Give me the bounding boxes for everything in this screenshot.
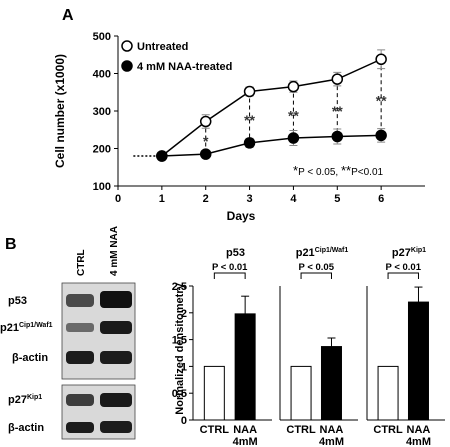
line-point: [287, 80, 300, 93]
line-x-tick-label: 6: [378, 193, 384, 205]
legend-naa-treated: 4 mM NAA-treated: [137, 61, 232, 73]
panel-b-label: B: [5, 236, 17, 253]
line-point: [375, 129, 387, 142]
significance-mark: **: [332, 103, 343, 119]
band-actin2-ctrl: [66, 422, 94, 433]
band-p21-naa: [100, 321, 132, 334]
bar-category-label-2: 4mM: [233, 436, 258, 447]
pvalue-bracket: [387, 272, 419, 279]
panel-a-label: A: [62, 7, 74, 24]
band-actin1-ctrl: [66, 351, 94, 364]
footnote-star-2: **: [341, 163, 351, 178]
bar: [320, 346, 342, 421]
line-y-tick-label: 400: [93, 69, 111, 81]
blot-row-label-p53: p53: [8, 295, 27, 307]
line-legend: Untreated 4 mM NAA-treated: [121, 40, 232, 73]
western-blot: CTRL 4 mM NAA p53 p21Cip1/Waf1 β-actin p…: [0, 226, 136, 440]
line-y-tick-label: 100: [93, 181, 111, 193]
bar-y-axis-label: Normalized densitometry: [174, 282, 186, 414]
line-point: [156, 150, 168, 162]
bar-category-label: CTRL: [200, 424, 230, 436]
line-point: [243, 85, 256, 98]
line-y-tick-label: 500: [93, 31, 111, 43]
bar-charts: Normalized densitometry 0 0.5 1 1.5 2 2.5 p53 P…: [172, 247, 445, 447]
line-series-1: [161, 58, 382, 157]
line-y-tick-label: 200: [93, 144, 111, 156]
line-point: [331, 73, 344, 85]
blot-row-label-p21: p21Cip1/Waf1: [0, 322, 53, 334]
lane-label-naa: 4 mM NAA: [109, 226, 120, 276]
significance-mark: **: [244, 112, 255, 128]
line-x-tick-label: 0: [115, 193, 121, 205]
band-p27-naa: [100, 393, 132, 407]
line-point: [375, 53, 387, 65]
line-point: [287, 132, 300, 144]
line-series-2: [161, 134, 382, 157]
bar-chart-title: p21Cip1/Waf1: [296, 247, 349, 259]
legend-open-circle-icon: [121, 40, 133, 52]
bar-chart-title: p53: [226, 247, 245, 259]
bar: [407, 301, 429, 421]
bar-category-label: CTRL: [286, 424, 316, 436]
bar-category-label: NAA: [320, 424, 344, 436]
line-x-axis-label: Days: [227, 209, 256, 223]
line-x-tick-label: 2: [203, 193, 209, 205]
footnote-text-1: P < 0.05,: [298, 167, 341, 178]
bar-category-label: NAA: [233, 424, 257, 436]
significance-mark: **: [376, 92, 387, 108]
bar-y-tick-label: 2: [181, 308, 187, 320]
bar-category-label-2: 4mM: [319, 436, 344, 447]
line-x-tick-label: 3: [247, 193, 253, 205]
band-actin2-naa: [100, 421, 132, 433]
bar-chart-title: p27Kip1: [392, 247, 426, 259]
pvalue-label: P < 0.01: [386, 262, 422, 273]
band-p21-ctrl: [66, 323, 94, 332]
pvalue-label: P < 0.05: [299, 262, 335, 273]
blot-row-label-actin-2: β-actin: [8, 422, 44, 434]
band-p27-ctrl: [66, 394, 94, 406]
line-footnote: *P < 0.05, **P<0.01: [293, 163, 384, 178]
blot-row-label-p27: p27Kip1: [8, 394, 42, 406]
bar: [234, 313, 256, 421]
bar-category-label: CTRL: [373, 424, 403, 436]
bar-y-tick-label: 2.5: [172, 281, 187, 293]
significance-mark: *: [203, 133, 209, 149]
line-point: [199, 148, 212, 160]
bar-y-tick-label: 0: [181, 415, 187, 427]
bar: [290, 365, 312, 421]
line-x-tick-label: 1: [159, 193, 165, 205]
bar-y-tick-label: 1: [181, 361, 187, 373]
line-x-tick-label: 4: [290, 193, 297, 205]
footnote-text-2: P<0.01: [351, 167, 383, 178]
bar-y-tick-label: 1.5: [172, 335, 187, 347]
band-p53-naa: [100, 291, 132, 308]
line-chart: Cell number (x1000) Days Untreated 4 mM …: [53, 31, 425, 223]
significance-mark: **: [288, 107, 299, 123]
bar-y-tick-label: 0.5: [172, 388, 187, 400]
line-point: [331, 130, 344, 143]
band-p53-ctrl: [66, 294, 94, 307]
line-point: [243, 137, 256, 149]
bar: [203, 365, 225, 421]
footnote-star-1: *: [293, 163, 298, 178]
bar: [377, 365, 399, 421]
pvalue-label: P < 0.01: [212, 262, 248, 273]
band-actin1-naa: [100, 351, 132, 364]
line-x-tick-label: 5: [334, 193, 340, 205]
legend-untreated: Untreated: [137, 41, 188, 53]
bar-category-label: NAA: [407, 424, 431, 436]
legend-filled-circle-icon: [121, 60, 133, 72]
blot-row-label-actin-1: β-actin: [12, 352, 48, 364]
line-y-axis-label: Cell number (x1000): [53, 54, 67, 168]
lane-label-ctrl: CTRL: [76, 249, 87, 276]
bar-category-label-2: 4mM: [406, 436, 431, 447]
pvalue-bracket: [300, 272, 332, 279]
pvalue-bracket: [213, 272, 246, 279]
line-point: [199, 115, 212, 128]
line-y-tick-label: 300: [93, 106, 111, 118]
